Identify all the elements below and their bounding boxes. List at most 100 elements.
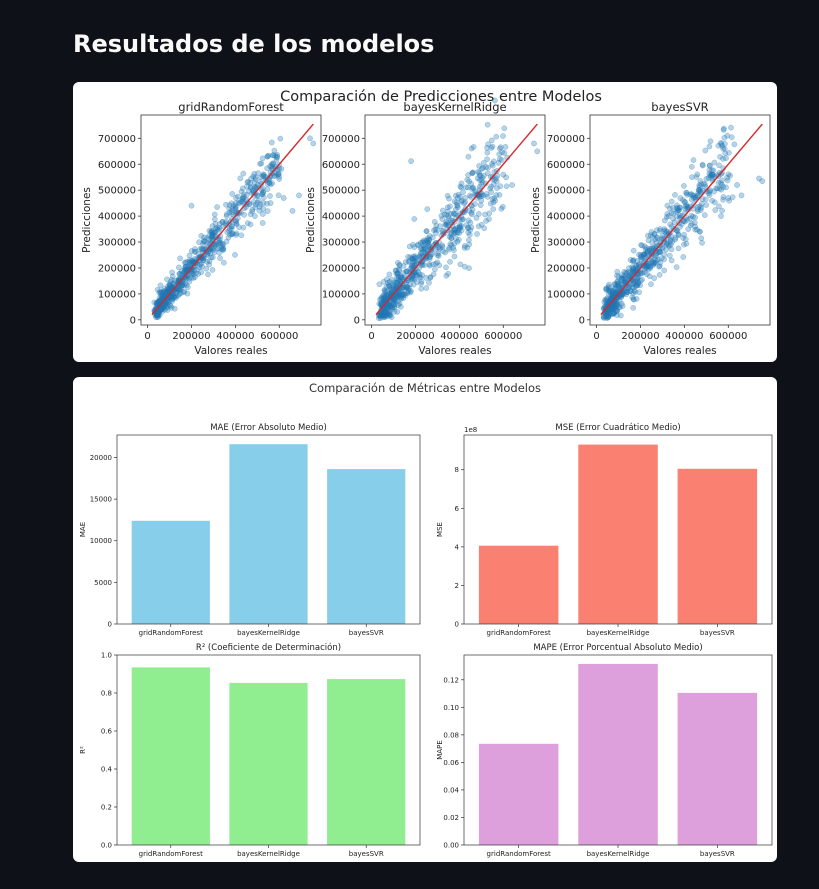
scatter-point <box>665 242 672 249</box>
scatter-point <box>239 196 246 202</box>
scatter-point <box>682 203 689 209</box>
scatter-point <box>611 290 618 297</box>
scatter-point <box>401 284 408 291</box>
scatter-point <box>457 261 464 268</box>
scatter-point <box>159 295 166 301</box>
scatter-point <box>378 294 385 301</box>
scatter-point <box>209 231 215 238</box>
scatter-point <box>182 267 189 273</box>
scatter-point <box>681 241 687 248</box>
scatter-point <box>616 304 623 311</box>
scatter-point <box>468 145 475 152</box>
scatter-point <box>392 297 399 303</box>
scatter-point <box>393 267 399 274</box>
scatter-point <box>388 304 394 311</box>
scatter-point <box>426 254 433 261</box>
scatter-point <box>500 133 506 139</box>
scatter-point <box>435 244 441 251</box>
scatter-point <box>245 178 251 185</box>
scatter-point <box>627 257 634 263</box>
y-tick-label: 0.04 <box>443 786 459 794</box>
scatter-point <box>400 284 407 291</box>
bar-chart-title: R² (Coeficiente de Determinación) <box>196 642 341 653</box>
scatter-point <box>403 285 410 292</box>
scatter-point <box>431 218 438 225</box>
scatter-point <box>233 200 239 206</box>
scatter-point <box>717 153 723 160</box>
scatter-point <box>649 234 656 240</box>
scatter-point <box>472 188 479 195</box>
scatter-point <box>173 295 179 301</box>
scatter-point <box>251 179 258 186</box>
scatter-point <box>666 252 673 259</box>
scatter-point <box>416 253 423 260</box>
scatter-point <box>618 293 625 300</box>
scatter-point <box>469 170 476 176</box>
scatter-point <box>391 279 397 286</box>
scatter-point <box>459 216 465 223</box>
scatter-point <box>155 309 162 315</box>
scatter-point <box>418 285 425 292</box>
scatter-point <box>154 314 161 321</box>
y-tick-label: 600000 <box>547 160 585 171</box>
scatter-point <box>477 202 484 208</box>
scatter-point <box>465 224 471 231</box>
bar-chart-title: MAPE (Error Porcentual Absoluto Medio) <box>533 643 702 653</box>
scatter-point <box>160 304 167 311</box>
scatter-point <box>648 281 654 288</box>
scatter-point <box>637 282 643 289</box>
y-tick-label: 0.08 <box>443 731 459 739</box>
scatter-point <box>384 300 390 307</box>
scatter-point <box>199 246 205 253</box>
scatter-point <box>492 197 499 204</box>
scatter-point <box>611 281 618 288</box>
scatter-point <box>465 229 472 236</box>
scatter-point <box>469 202 475 209</box>
scatter-point <box>707 187 714 193</box>
scatter-point <box>275 192 282 199</box>
scatter-point <box>465 153 472 160</box>
scatter-point <box>220 223 226 230</box>
scatter-point <box>398 294 405 301</box>
scatter-point <box>246 200 253 207</box>
scatter-panel-3: bayesSVR01000002000003000004000005000006… <box>530 100 771 357</box>
scatter-point <box>443 218 450 225</box>
scatter-point <box>450 244 457 251</box>
scatter-point <box>602 296 609 303</box>
scatter-point <box>484 156 490 163</box>
scatter-point <box>404 290 411 297</box>
scatter-point <box>603 311 609 317</box>
scatter-point <box>394 293 401 299</box>
x-tick-label: 600000 <box>484 331 522 342</box>
scatter-point <box>490 158 497 165</box>
scatter-point <box>468 194 474 200</box>
scatter-point <box>254 199 261 206</box>
scatter-point <box>629 258 636 265</box>
scatter-point <box>719 182 725 188</box>
scatter-point <box>255 170 261 176</box>
scatter-point <box>173 290 179 297</box>
scatter-point <box>432 226 439 233</box>
scatter-point <box>611 302 618 308</box>
scatter-point <box>259 191 265 198</box>
scatter-point <box>177 290 184 296</box>
scatter-point <box>247 180 254 186</box>
scatter-point <box>158 289 165 296</box>
scatter-point <box>209 246 216 252</box>
scatter-point <box>264 153 271 160</box>
scatter-point <box>416 273 423 280</box>
scatter-point <box>271 147 278 154</box>
scatter-point <box>153 310 160 317</box>
scatter-point <box>235 193 241 200</box>
scatter-point <box>170 291 176 298</box>
scatter-point <box>399 285 406 292</box>
scatter-point <box>399 274 405 281</box>
scatter-point <box>643 265 649 272</box>
scatter-point <box>667 236 674 243</box>
scatter-point <box>458 184 465 191</box>
scatter-point <box>195 251 202 257</box>
scatter-point <box>653 248 660 254</box>
scatter-point <box>603 300 610 307</box>
scatter-point <box>201 234 207 241</box>
scatter-point <box>475 168 482 175</box>
